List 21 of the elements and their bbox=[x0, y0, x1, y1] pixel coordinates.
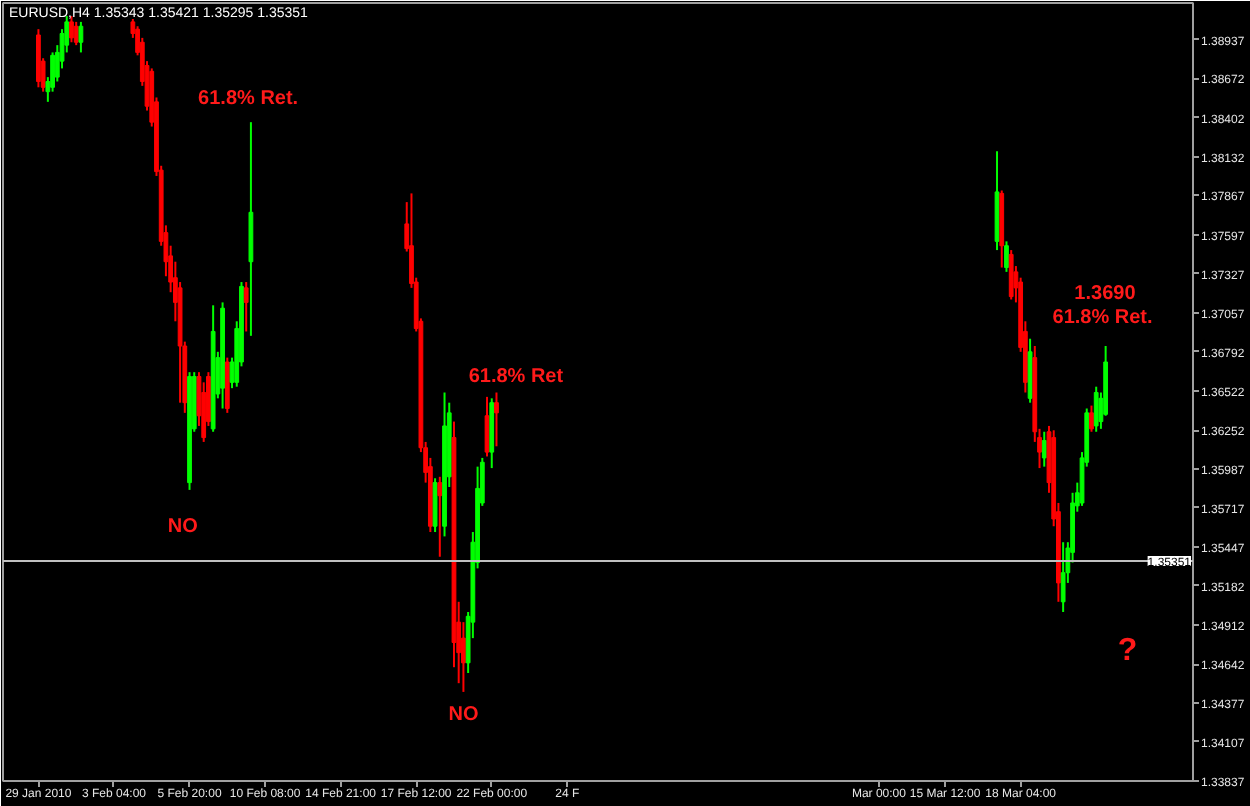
annotation: 61.8% Ret bbox=[468, 366, 565, 389]
candlestick bbox=[36, 28, 41, 89]
candlestick bbox=[484, 395, 490, 458]
candlestick bbox=[1089, 404, 1094, 433]
candlestick bbox=[437, 475, 443, 558]
candlestick bbox=[69, 15, 74, 44]
candlestick bbox=[432, 477, 438, 534]
annotation: 61.8% Ret. bbox=[198, 88, 299, 111]
candlestick bbox=[1004, 240, 1009, 273]
candlestick bbox=[1008, 249, 1014, 301]
candlestick bbox=[494, 391, 499, 448]
annotation: 1.3690 bbox=[1074, 283, 1137, 306]
annotation: NO bbox=[448, 703, 479, 726]
annotation: NO bbox=[167, 516, 199, 539]
candlestick bbox=[243, 281, 249, 333]
annotation: ? bbox=[1117, 634, 1138, 669]
candlestick bbox=[224, 356, 230, 414]
candlestick bbox=[78, 20, 84, 54]
candlestick bbox=[1060, 541, 1066, 613]
candlestick bbox=[1093, 385, 1099, 433]
annotation: 61.8% Ret. bbox=[1052, 307, 1154, 330]
